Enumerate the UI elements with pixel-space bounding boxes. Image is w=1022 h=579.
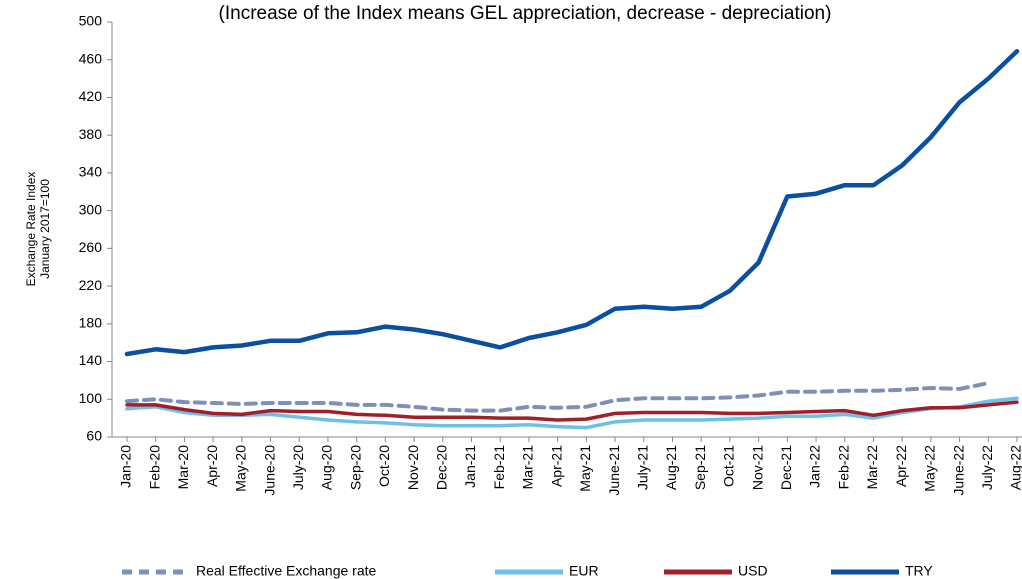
y-tick-label: 100	[79, 390, 103, 406]
series-line	[125, 400, 1019, 422]
x-tick-label: Jan-21	[462, 445, 478, 488]
y-axis-title-line: January 2017=100	[38, 179, 52, 279]
y-tick-label: 420	[79, 88, 103, 104]
legend-label: EUR	[569, 563, 599, 579]
x-tick-label: Apr-22	[893, 445, 909, 487]
x-tick-label: Nov-20	[405, 445, 421, 490]
x-tick-label: Mar-22	[864, 445, 880, 490]
y-tick-label: 300	[79, 201, 103, 217]
x-tick-label: Oct-20	[376, 445, 392, 487]
x-tick-label: July-22	[979, 445, 995, 490]
x-tick-label: Aug-21	[663, 445, 679, 490]
y-tick-label: 380	[79, 126, 103, 142]
series-line	[124, 48, 1020, 357]
x-tick-label: Dec-21	[778, 445, 794, 490]
x-tick-label: Aug-22	[1008, 445, 1022, 490]
x-tick-label: June-20	[261, 445, 277, 496]
y-axis-title-line: Exchange Rate Index	[24, 172, 38, 287]
x-tick-label: Feb-20	[146, 445, 162, 490]
x-tick-label: July-20	[290, 445, 306, 490]
y-tick-label: 180	[79, 315, 103, 331]
x-tick-label: Feb-21	[491, 445, 507, 490]
series-line	[125, 381, 991, 413]
legend-label: TRY	[905, 563, 933, 579]
y-tick-label: 340	[79, 164, 103, 180]
x-tick-label: May-20	[233, 445, 249, 492]
x-tick-label: June-21	[606, 445, 622, 496]
y-tick-label: 460	[79, 50, 103, 66]
x-tick-label: Apr-20	[204, 445, 220, 487]
x-tick-label: Jan-20	[118, 445, 134, 488]
x-tick-label: Apr-21	[548, 445, 564, 487]
x-tick-label: Dec-20	[434, 445, 450, 490]
x-tick-label: Mar-21	[520, 445, 536, 490]
legend-label: Real Effective Exchange rate	[196, 563, 377, 579]
y-tick-label: 220	[79, 277, 103, 293]
y-tick-label: 60	[86, 428, 102, 444]
x-tick-label: Sep-20	[347, 445, 363, 490]
chart-title: (Increase of the Index means GEL appreci…	[219, 3, 832, 24]
x-tick-label: Aug-20	[319, 445, 335, 490]
x-tick-label: July-21	[634, 445, 650, 490]
x-tick-label: June-22	[950, 445, 966, 496]
y-axis-title: Exchange Rate Index January 2017=100	[24, 172, 52, 287]
legend-label: USD	[738, 563, 768, 579]
series-line	[125, 396, 1019, 430]
x-tick-label: Sep-21	[692, 445, 708, 490]
y-tick-label: 140	[79, 352, 103, 368]
y-tick-label: 260	[79, 239, 103, 255]
x-tick-label: Feb-22	[835, 445, 851, 490]
x-tick-label: Mar-20	[175, 445, 191, 490]
x-tick-label: May-22	[922, 445, 938, 492]
x-tick-label: Jan-22	[807, 445, 823, 488]
x-tick-label: Oct-21	[721, 445, 737, 487]
y-tick-label: 500	[79, 13, 103, 29]
x-tick-label: May-21	[577, 445, 593, 492]
x-tick-label: Nov-21	[749, 445, 765, 490]
